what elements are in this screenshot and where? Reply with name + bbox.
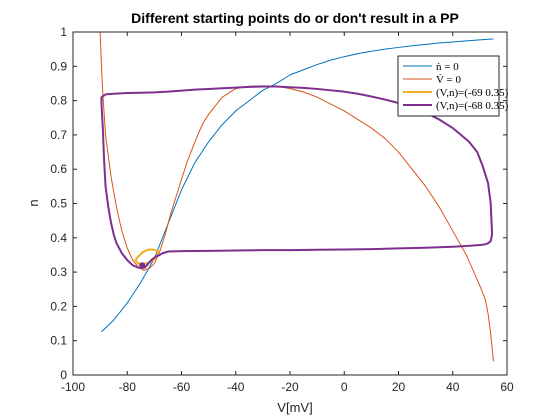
- legend-label: (V,n)=(-69 0.35): [436, 87, 509, 99]
- x-tick-label: 20: [392, 380, 406, 394]
- legend-label: V̇ = 0: [436, 74, 461, 86]
- legend: ṅ = 0V̇ = 0(V,n)=(-69 0.35)(V,n)=(-68 0.…: [397, 55, 509, 117]
- x-axis-label: V[mV]: [277, 400, 312, 415]
- y-axis-label: n: [26, 199, 41, 206]
- x-tick-label: 0: [341, 380, 348, 394]
- y-tick-label: 0.1: [50, 334, 67, 348]
- chart-title: Different starting points do or don't re…: [131, 10, 459, 26]
- plot-area: [99, 32, 494, 362]
- y-tick-label: 0.6: [50, 162, 67, 176]
- series-line-0: [101, 38, 494, 333]
- y-tick-label: 1: [60, 25, 67, 39]
- x-tick-label: -100: [61, 380, 85, 394]
- y-tick-label: 0.8: [50, 94, 67, 108]
- legend-label: (V,n)=(-68 0.35): [436, 100, 509, 112]
- y-tick-label: 0.7: [50, 128, 67, 142]
- x-tick-label: -20: [281, 380, 299, 394]
- y-tick-label: 0: [60, 368, 67, 382]
- x-tick-label: -40: [227, 380, 245, 394]
- x-tick-label: -80: [119, 380, 137, 394]
- start-point-marker: [139, 262, 146, 269]
- y-tick-label: 0.2: [50, 299, 67, 313]
- legend-label: ṅ = 0: [436, 61, 459, 73]
- y-tick-label: 0.3: [50, 265, 67, 279]
- series-line-3: [100, 85, 494, 269]
- y-tick-label: 0.4: [50, 231, 67, 245]
- x-tick-label: 40: [446, 380, 460, 394]
- y-tick-label: 0.5: [50, 197, 67, 211]
- axes: -100 -80 -60 -40 -20 0 20 40 60 0 0.1 0.2 0.3 0.4 0.5 0…: [50, 25, 514, 394]
- series-line-1: [99, 32, 494, 362]
- x-tick-label: -60: [173, 380, 191, 394]
- y-tick-label: 0.9: [50, 59, 67, 73]
- x-tick-label: 60: [500, 380, 514, 394]
